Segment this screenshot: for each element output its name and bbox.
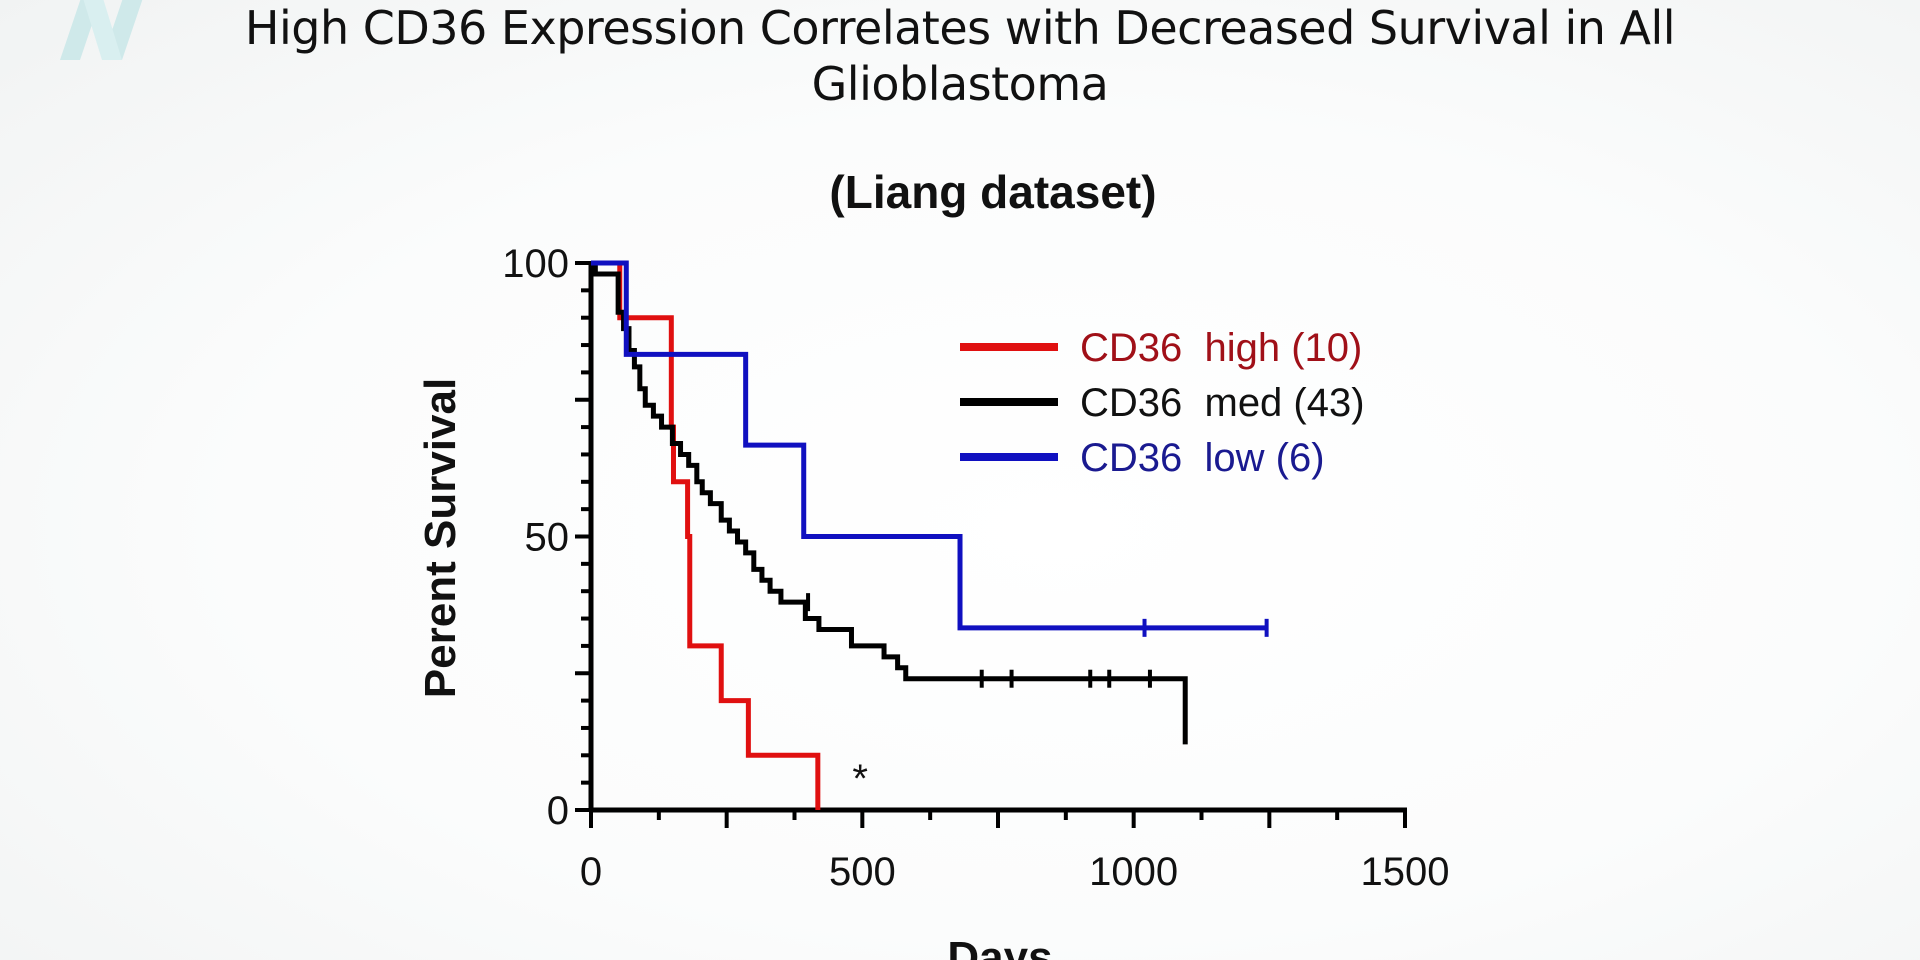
series-line-2 xyxy=(591,260,1267,631)
y-tick-label: 0 xyxy=(547,789,569,833)
y-tick-label: 50 xyxy=(525,516,570,560)
x-tick-label: 500 xyxy=(829,850,896,894)
y-axis-title: Perent Survival xyxy=(416,378,465,698)
slide-title: High CD36 Expression Correlates with Dec… xyxy=(244,1,1676,111)
chart-subtitle: (Liang dataset) xyxy=(829,166,1156,218)
x-tick-label: 0 xyxy=(580,850,602,894)
legend-label: CD36 high (10) xyxy=(1080,326,1362,370)
x-tick-label: 1500 xyxy=(1361,850,1450,894)
x-tick-label: 1000 xyxy=(1089,850,1178,894)
brand-logo-icon xyxy=(60,0,143,60)
legend-label: CD36 med (43) xyxy=(1080,381,1365,425)
significance-asterisk: * xyxy=(852,757,868,801)
x-axis-title: Days xyxy=(947,933,1052,960)
axes: 0 500 1000 1500 0 50 100 xyxy=(502,242,1449,894)
series-line-0 xyxy=(591,260,821,810)
y-tick-label: 100 xyxy=(502,242,569,286)
series-line-1 xyxy=(591,260,1188,745)
series-layer xyxy=(591,260,1269,810)
legend: CD36 high (10) CD36 med (43) CD36 low (6) xyxy=(960,326,1365,480)
legend-label: CD36 low (6) xyxy=(1080,436,1325,480)
